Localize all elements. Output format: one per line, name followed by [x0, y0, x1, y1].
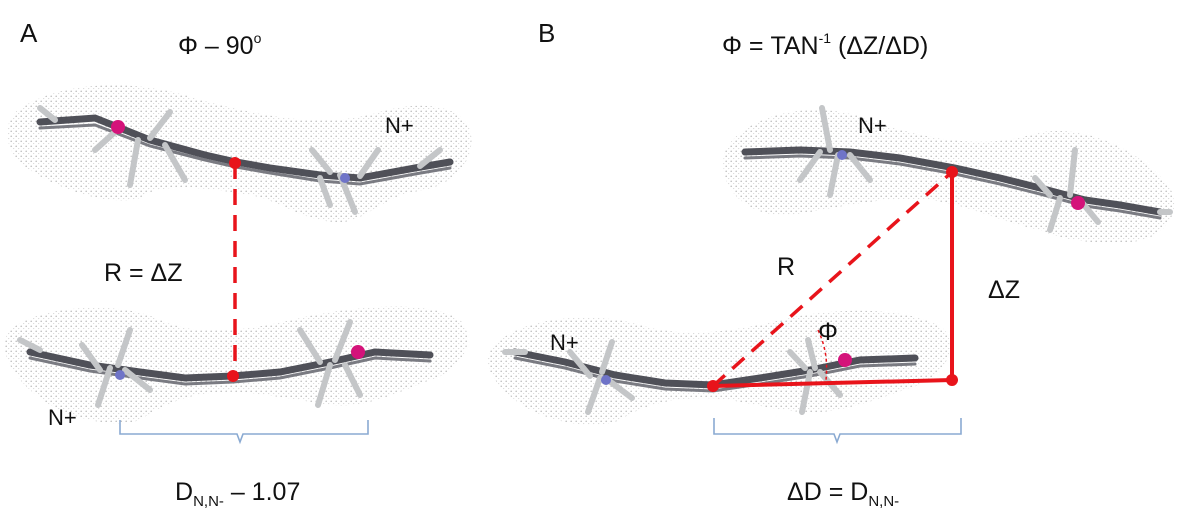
panel-b-d-sub: N,N- — [868, 493, 899, 508]
panel-a: A Φ – 90o N+ — [4, 18, 472, 508]
panel-b-distance-bracket — [713, 418, 962, 445]
panel-a-top-molecule: N+ — [7, 85, 472, 223]
panel-b-top-positive-center — [1071, 196, 1085, 210]
panel-b-title-post: (ΔZ/ΔD) — [831, 32, 928, 60]
panel-b-bottom-hydrogens — [502, 337, 843, 415]
panel-b-d-label: ΔD = DN,N- — [787, 478, 899, 508]
panel-a-title-rest: – 90 — [198, 32, 254, 60]
panel-b-dd-line — [712, 378, 953, 388]
panel-b-title: Φ = TAN-1 (ΔZ/ΔD) — [722, 30, 928, 60]
panel-a-title-sup: o — [254, 30, 262, 46]
panel-a-centroid-top — [229, 157, 241, 169]
panel-b-r-label: R — [777, 253, 795, 281]
panel-a-bottom-n-plus-label: N+ — [48, 405, 77, 430]
panel-b-dz-label: ΔZ — [988, 276, 1020, 304]
panel-b-geometry-annotation: R ΔZ Φ — [707, 166, 1020, 392]
panel-a-distance-bracket — [119, 420, 369, 445]
panel-b-bottom-n-plus-label: N+ — [550, 330, 579, 355]
panel-b-d-pre: ΔD = D — [787, 478, 868, 506]
panel-a-r-label: R = ΔZ — [104, 259, 183, 287]
panel-b-phi-label: Φ — [818, 318, 838, 346]
panel-a-bottom-hydrogens — [17, 319, 363, 408]
panel-a-title-phi: Φ — [178, 32, 198, 60]
panel-a-top-n-plus-label: N+ — [385, 113, 414, 138]
panel-a-centroid-bottom — [227, 370, 239, 382]
panel-a-distance-annotation: R = ΔZ — [104, 157, 241, 382]
panel-a-top-positive-center — [111, 120, 125, 134]
panel-a-d-rest: – 1.07 — [224, 478, 300, 506]
panel-a-d-label: DN,N- – 1.07 — [175, 478, 300, 508]
panel-b-top-n-plus-label: N+ — [858, 113, 887, 138]
panel-b-title-pre: Φ = TAN — [722, 32, 819, 60]
panel-b-title-sup: -1 — [819, 30, 832, 46]
panel-a-bottom-molecule: N+ — [4, 306, 468, 430]
panel-b: B Φ = TAN-1 (ΔZ/ΔD) N+ — [487, 18, 1175, 508]
panel-b-angle-arc — [817, 329, 828, 381]
panel-a-bottom-nitrogen — [115, 370, 125, 380]
panel-a-top-nitrogen — [340, 173, 350, 183]
panel-b-r-dashed-line — [711, 170, 954, 388]
panel-a-d-main: D — [175, 478, 193, 506]
panel-a-top-surface — [7, 85, 472, 223]
panel-a-bottom-positive-center — [351, 345, 365, 359]
panel-a-top-hydrogens — [37, 105, 443, 215]
panel-b-centroid-top — [946, 166, 958, 178]
panel-b-letter: B — [538, 18, 555, 48]
panel-b-top-nitrogen — [837, 150, 847, 160]
panel-b-bottom-molecule: N+ — [487, 310, 951, 425]
panel-a-title: Φ – 90o — [178, 30, 262, 60]
panel-a-d-sub: N,N- — [193, 493, 224, 508]
panel-b-right-angle-point — [946, 374, 958, 386]
panel-a-letter: A — [20, 18, 38, 48]
panel-a-bottom-surface — [4, 306, 468, 424]
panel-b-centroid-bottom — [707, 380, 719, 392]
panel-b-bottom-positive-center — [838, 353, 852, 367]
panel-b-top-bonds — [741, 146, 1164, 220]
panel-b-bottom-surface — [487, 310, 951, 425]
panel-b-bottom-nitrogen — [601, 375, 611, 385]
